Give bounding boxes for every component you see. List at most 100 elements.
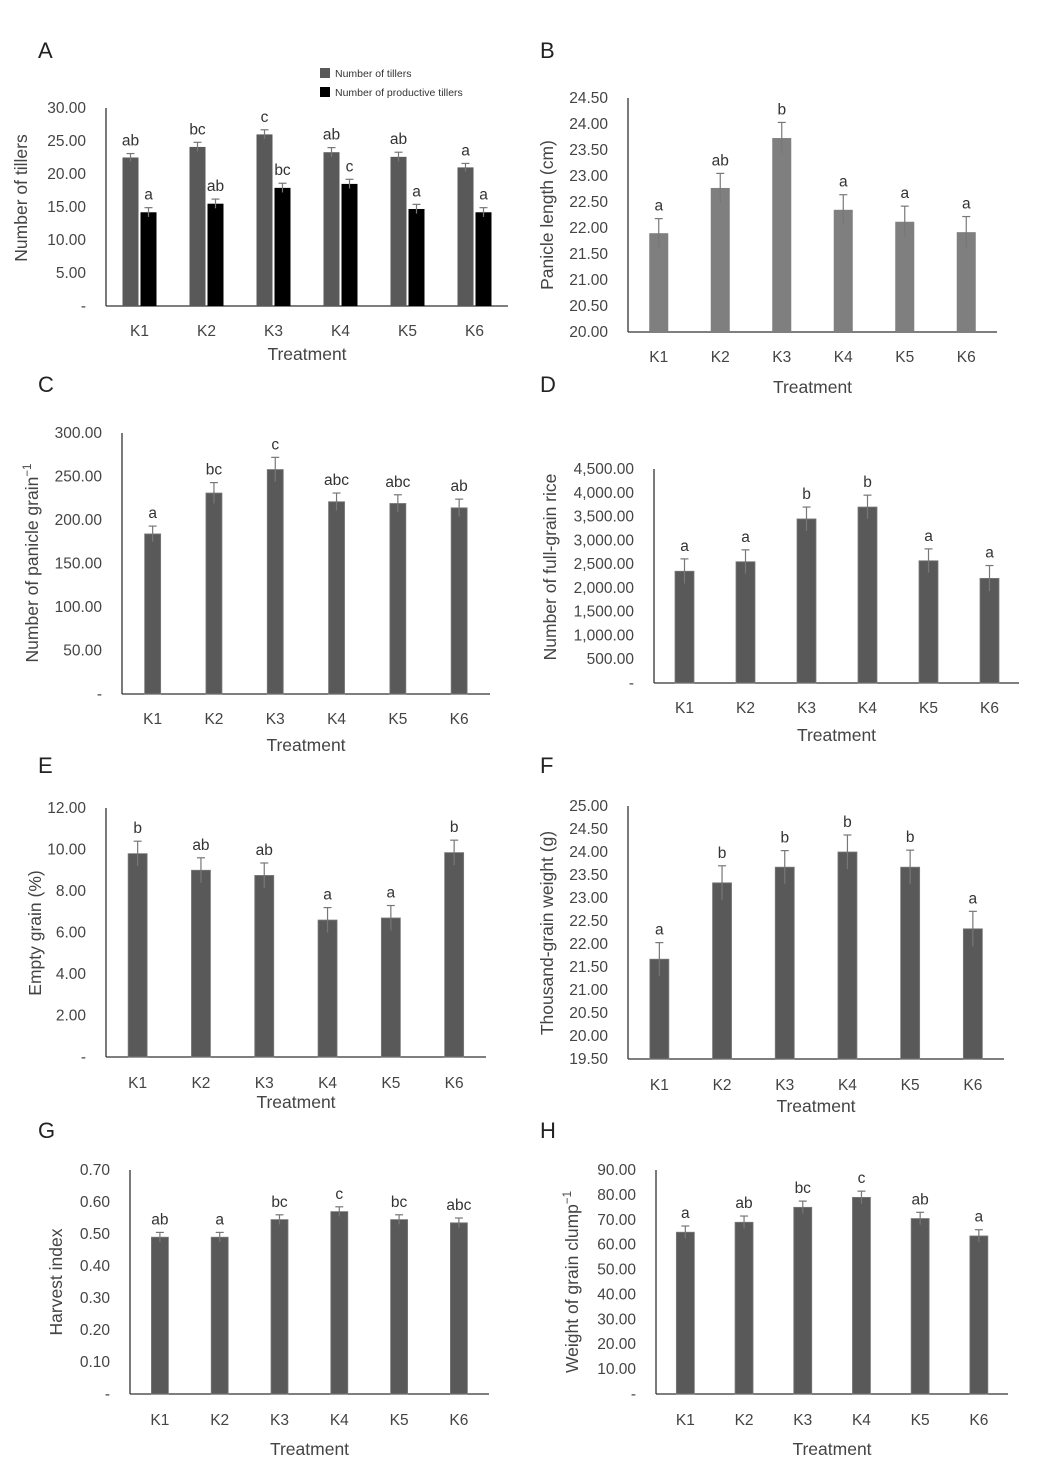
bar bbox=[712, 882, 732, 1060]
x-tick-label: K4 bbox=[327, 711, 346, 728]
significance-letter: a bbox=[969, 890, 978, 907]
significance-letter: b bbox=[863, 474, 872, 491]
bar bbox=[323, 152, 340, 306]
bar bbox=[408, 208, 425, 306]
bar bbox=[140, 212, 157, 306]
bar bbox=[979, 577, 1000, 684]
y-tick-label: 21.50 bbox=[569, 246, 608, 263]
bar bbox=[256, 134, 273, 306]
bar bbox=[122, 157, 139, 306]
y-tick-label: 40.00 bbox=[597, 1286, 636, 1303]
significance-letter: bc bbox=[206, 462, 223, 479]
significance-letter: c bbox=[261, 109, 269, 126]
y-tick-label: 20.50 bbox=[569, 298, 608, 315]
significance-letter: bc bbox=[274, 162, 291, 179]
significance-letter: a bbox=[387, 885, 396, 902]
y-tick-label: - bbox=[105, 1386, 110, 1403]
bar bbox=[857, 506, 878, 684]
y-tick-label: 250.00 bbox=[55, 469, 103, 486]
x-tick-label: K5 bbox=[919, 700, 938, 717]
bar bbox=[444, 852, 465, 1058]
significance-letter: b bbox=[450, 819, 459, 836]
panel-letter: H bbox=[540, 1118, 556, 1143]
y-tick-label: 50.00 bbox=[63, 643, 102, 660]
bar bbox=[833, 209, 853, 332]
y-tick-label: 10.00 bbox=[47, 842, 86, 859]
x-tick-label: K2 bbox=[197, 323, 216, 340]
y-tick-label: 500.00 bbox=[587, 651, 635, 668]
bar bbox=[330, 1211, 349, 1395]
panel-letter: B bbox=[540, 38, 555, 63]
y-tick-label: 15.00 bbox=[47, 199, 86, 216]
x-tick-label: K4 bbox=[834, 349, 853, 366]
significance-letter: abc bbox=[446, 1197, 471, 1214]
significance-letter: ab bbox=[207, 178, 224, 195]
x-tick-label: K3 bbox=[266, 711, 285, 728]
y-tick-label: 300.00 bbox=[55, 425, 103, 442]
y-tick-label: 2,500.00 bbox=[574, 556, 635, 573]
y-axis-title-text: Panicle length (cm) bbox=[537, 140, 557, 290]
bar bbox=[317, 919, 338, 1058]
y-axis-title-text: Thousand-grain weight (g) bbox=[537, 831, 557, 1035]
y-tick-label: 8.00 bbox=[56, 883, 87, 900]
x-tick-label: K2 bbox=[191, 1075, 210, 1092]
x-tick-label: K5 bbox=[388, 711, 407, 728]
y-tick-label: 24.50 bbox=[569, 821, 608, 838]
x-tick-label: K2 bbox=[713, 1077, 732, 1094]
legend-label: Number of productive tillers bbox=[335, 87, 463, 99]
significance-letter: b bbox=[906, 829, 915, 846]
x-tick-label: K4 bbox=[318, 1075, 337, 1092]
x-tick-label: K4 bbox=[858, 700, 877, 717]
bar bbox=[389, 503, 407, 695]
x-tick-label: K4 bbox=[852, 1412, 871, 1429]
bar bbox=[674, 570, 695, 684]
x-tick-label: K4 bbox=[331, 323, 350, 340]
bar bbox=[270, 1219, 289, 1395]
bar bbox=[390, 156, 407, 306]
significance-letter: ab bbox=[451, 478, 468, 495]
y-tick-label: 21.00 bbox=[569, 272, 608, 289]
y-tick-label: 19.50 bbox=[569, 1051, 608, 1068]
bar bbox=[900, 866, 921, 1060]
panel-a: A - 5.00 10.00 15.00 20.00 25.00 30.00 K1 K2 K3 K4 K… bbox=[11, 38, 508, 364]
y-axis-title: Number of full-grain rice bbox=[540, 474, 560, 661]
y-tick-label: 0.60 bbox=[80, 1194, 111, 1211]
bar bbox=[150, 1236, 169, 1395]
y-axis-title: Empty grain (%) bbox=[25, 870, 45, 995]
significance-letter: ab bbox=[256, 842, 273, 859]
y-tick-label: 0.70 bbox=[80, 1162, 111, 1179]
x-tick-label: K2 bbox=[736, 700, 755, 717]
bar bbox=[772, 138, 792, 332]
significance-letter: c bbox=[335, 1186, 343, 1203]
bar bbox=[910, 1218, 930, 1395]
y-tick-label: 30.00 bbox=[47, 100, 86, 117]
bar bbox=[735, 561, 756, 684]
bar bbox=[127, 853, 148, 1058]
y-tick-label: 10.00 bbox=[47, 232, 86, 249]
x-tick-label: K1 bbox=[128, 1075, 147, 1092]
bar bbox=[457, 167, 474, 306]
significance-letter: ab bbox=[912, 1191, 929, 1208]
y-tick-label: 21.00 bbox=[569, 982, 608, 999]
panel-h: H - 10.00 20.00 30.00 40.00 50.00 60.00 70.00 80.… bbox=[540, 1118, 1008, 1459]
significance-letter: a bbox=[655, 922, 664, 939]
y-tick-label: 50.00 bbox=[597, 1262, 636, 1279]
y-axis-title-text: Weight of grain clump bbox=[562, 1204, 582, 1373]
x-axis-title: Treatment bbox=[267, 344, 346, 364]
y-tick-label: 25.00 bbox=[569, 798, 608, 815]
x-tick-label: K5 bbox=[901, 1077, 920, 1094]
legend-swatch bbox=[320, 68, 330, 78]
significance-letter: abc bbox=[385, 474, 410, 491]
significance-letter: ab bbox=[390, 131, 407, 148]
significance-letter: a bbox=[461, 142, 470, 159]
panel-letter: A bbox=[38, 38, 53, 63]
x-tick-label: K6 bbox=[449, 1412, 468, 1429]
bar bbox=[852, 1196, 871, 1395]
bar bbox=[205, 492, 223, 695]
y-tick-label: 0.40 bbox=[80, 1258, 111, 1275]
bar bbox=[796, 518, 817, 684]
y-axis-title: Harvest index bbox=[46, 1228, 66, 1335]
y-axis-title: Panicle length (cm) bbox=[537, 140, 557, 290]
significance-letter: b bbox=[777, 101, 786, 118]
